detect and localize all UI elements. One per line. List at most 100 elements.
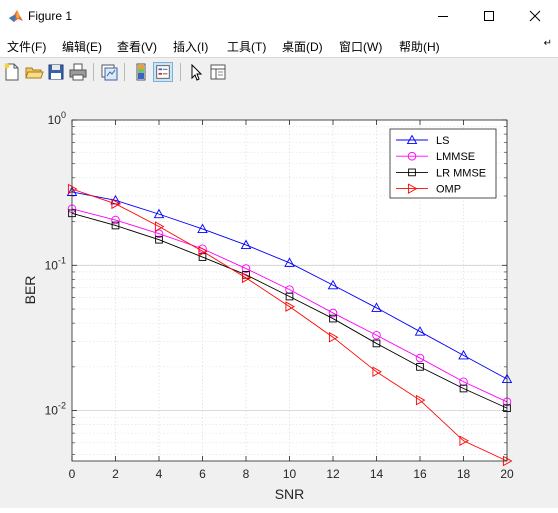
data-point — [459, 377, 468, 387]
y-tick-label: 10-2 — [45, 401, 66, 418]
link-plot-icon[interactable] — [99, 62, 119, 82]
series-line — [71, 212, 508, 409]
data-point — [67, 183, 78, 195]
toolbar-separator — [180, 63, 181, 81]
legend[interactable]: LS LMMSE LR MMSE OMP — [389, 128, 497, 199]
x-tick-label: 14 — [370, 467, 384, 481]
x-tick-label: 18 — [457, 467, 471, 481]
menu-window[interactable]: 窗口(W) — [339, 40, 383, 54]
series-line — [71, 188, 508, 462]
grid-lines — [71, 119, 508, 461]
x-tick-label: 16 — [413, 467, 427, 481]
series-line — [71, 191, 508, 380]
x-tick-label: 12 — [326, 467, 340, 481]
menu-tools[interactable]: 工具(T) — [227, 40, 267, 54]
data-point — [285, 292, 294, 301]
legend-label: OMP — [436, 184, 461, 196]
data-point — [459, 435, 469, 447]
data-point — [415, 394, 426, 406]
new-figure-icon[interactable] — [2, 62, 22, 82]
legend-entry: LS — [396, 134, 449, 147]
menu-file[interactable]: 文件(F) — [7, 40, 47, 54]
axis-ticks: 100 10-1 10-2 0 2 4 6 8 10 12 14 16 18 20 — [45, 110, 514, 481]
data-point — [372, 339, 381, 348]
save-icon[interactable] — [46, 62, 66, 82]
legend-label: LR MMSE — [436, 167, 486, 179]
close-icon — [529, 10, 541, 22]
data-point — [111, 221, 120, 230]
menu-insert[interactable]: 插入(I) — [173, 40, 209, 54]
data-point — [329, 314, 337, 323]
data-point — [285, 301, 295, 312]
data-point — [197, 223, 208, 233]
legend-entry: LMMSE — [396, 151, 475, 163]
matlab-logo-icon — [9, 10, 23, 22]
data-point — [154, 221, 165, 232]
data-point — [414, 326, 426, 336]
data-point — [415, 353, 425, 363]
edit-plot-icon[interactable] — [186, 62, 206, 82]
data-point — [408, 168, 416, 177]
data-point — [406, 134, 418, 145]
data-point — [241, 272, 252, 284]
data-point — [328, 331, 339, 343]
legend-label: LMMSE — [436, 151, 475, 163]
data-point — [155, 235, 163, 244]
property-inspector-icon[interactable] — [208, 62, 228, 82]
maximize-icon — [484, 11, 494, 21]
x-tick-label: 8 — [243, 467, 250, 481]
print-icon[interactable] — [68, 62, 88, 82]
x-axis-label: SNR — [275, 486, 305, 502]
data-point — [458, 349, 469, 360]
x-tick-label: 20 — [500, 467, 514, 481]
data-point — [372, 366, 382, 378]
menu-desktop[interactable]: 桌面(D) — [282, 40, 323, 54]
data-point — [153, 208, 165, 219]
legend-box — [389, 128, 497, 199]
legend-entry: OMP — [396, 183, 461, 196]
data-point — [416, 363, 424, 371]
dock-arrow-icon[interactable]: ↵ — [543, 38, 552, 49]
minimize-icon — [438, 16, 448, 17]
data-point — [407, 151, 417, 161]
y-tick-label: 10-1 — [45, 255, 66, 272]
close-button[interactable] — [512, 0, 558, 32]
data-point — [198, 245, 208, 257]
data-point — [284, 257, 295, 267]
data-point — [372, 330, 381, 340]
x-tick-label: 10 — [283, 467, 297, 481]
legend-label: LS — [436, 135, 449, 147]
y-tick-label: 100 — [48, 110, 66, 127]
menu-edit[interactable]: 编辑(E) — [62, 40, 102, 54]
series-ls — [66, 186, 513, 384]
insert-colorbar-icon[interactable] — [131, 62, 151, 82]
data-point — [154, 229, 164, 238]
data-point — [111, 198, 121, 210]
data-point — [240, 239, 252, 250]
menu-help[interactable]: 帮助(H) — [399, 40, 440, 54]
x-tick-label: 2 — [112, 467, 119, 481]
x-tick-label: 6 — [199, 467, 206, 481]
data-point — [328, 308, 338, 318]
data-point — [327, 279, 339, 290]
open-file-icon[interactable] — [24, 62, 44, 82]
figure-canvas: 100 10-1 10-2 0 2 4 6 8 10 12 14 16 18 20 SNR BER LS L… — [0, 86, 558, 508]
data-point — [371, 302, 382, 312]
data-point — [459, 384, 468, 393]
menu-view[interactable]: 查看(V) — [117, 40, 157, 54]
data-point — [111, 215, 120, 225]
title-bar: Figure 1 — [0, 0, 558, 32]
data-point — [241, 264, 251, 273]
x-tick-label: 0 — [69, 467, 76, 481]
plot-series — [66, 183, 513, 467]
figure-toolbar — [0, 57, 558, 87]
maximize-button[interactable] — [466, 0, 512, 32]
series-line — [71, 208, 508, 403]
y-axis-label: BER — [22, 276, 38, 305]
minimize-button[interactable] — [420, 0, 466, 32]
x-tick-label: 4 — [156, 467, 163, 481]
series-lmmse — [67, 204, 512, 407]
menu-bar: 文件(F) 编辑(E) 查看(V) 插入(I) 工具(T) 桌面(D) 窗口(W… — [0, 32, 558, 56]
insert-legend-icon[interactable] — [153, 62, 173, 82]
